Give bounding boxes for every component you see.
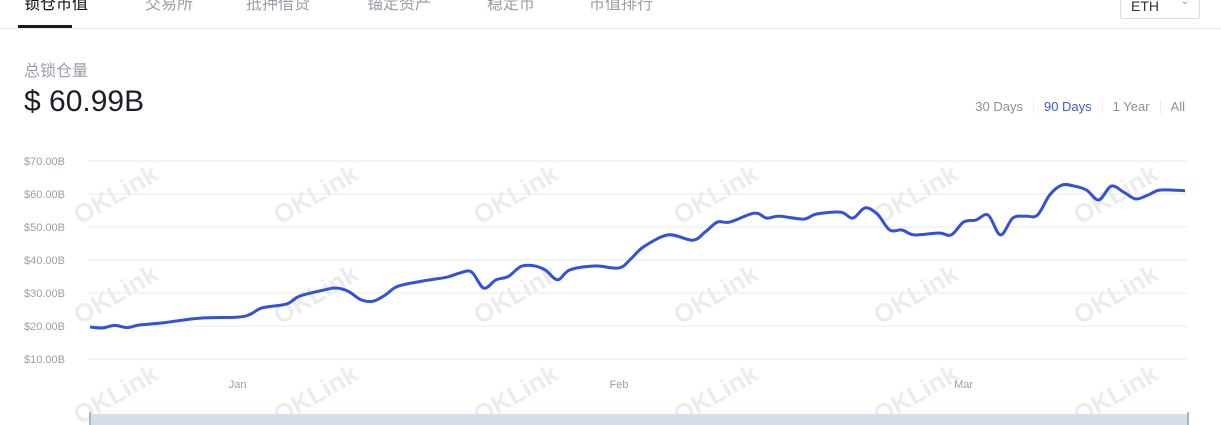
tab-bar: 锁仓市值 交易所 抵押借贷 锚定资产 稳定币 市值排行 ETH ⌄ (0, 0, 1221, 29)
watermark-text: OKLink (68, 258, 164, 330)
y-tick-label: $10.00B (24, 354, 65, 366)
tab-exchanges[interactable]: 交易所 (145, 0, 194, 13)
x-tick-label: Jan (229, 379, 247, 391)
tvl-series-line (89, 183, 1186, 330)
y-tick-label: $30.00B (24, 288, 65, 300)
tab-market-cap-ranking[interactable]: 市值排行 (589, 0, 654, 13)
tab-stablecoins[interactable]: 稳定币 (487, 0, 536, 13)
range-selector: 30 Days 90 Days 1 Year All (965, 99, 1185, 114)
chain-select[interactable]: ETH ⌄ (1120, 0, 1200, 19)
y-tick-label: $20.00B (24, 321, 65, 333)
watermark-text: OKLink (868, 258, 964, 330)
tab-lending[interactable]: 抵押借贷 (246, 0, 311, 13)
oklink-watermark: OKLink (868, 258, 964, 330)
watermark-text: OKLink (1068, 258, 1164, 330)
tab-tvl[interactable]: 锁仓市值 (24, 0, 89, 13)
x-tick-label: Mar (954, 379, 973, 391)
active-tab-indicator (18, 25, 72, 28)
y-tick-label: $50.00B (24, 222, 65, 234)
range-30-days[interactable]: 30 Days (975, 99, 1023, 114)
oklink-watermark: OKLink (668, 258, 764, 330)
range-navigator (90, 414, 1188, 425)
tab-pegged-assets[interactable]: 锚定资产 (367, 0, 432, 13)
tvl-label: 总锁仓量 (24, 63, 89, 80)
chain-select-value: ETH (1131, 0, 1159, 14)
range-all[interactable]: All (1159, 99, 1185, 114)
oklink-watermark: OKLink (268, 258, 364, 330)
oklink-watermark: OKLink (68, 258, 164, 330)
y-tick-label: $70.00B (24, 156, 65, 168)
y-tick-label: $60.00B (24, 189, 65, 201)
range-90-days[interactable]: 90 Days (1032, 99, 1102, 114)
oklink-watermark: OKLink (1068, 258, 1164, 330)
x-tick-label: Feb (610, 379, 629, 391)
y-tick-label: $40.00B (24, 255, 65, 267)
tvl-value: $ 60.99B (24, 85, 145, 118)
watermark-text: OKLink (268, 258, 364, 330)
watermark-text: OKLink (668, 258, 764, 330)
chevron-down-icon: ⌄ (1180, 0, 1189, 7)
range-1-year[interactable]: 1 Year (1101, 99, 1160, 114)
